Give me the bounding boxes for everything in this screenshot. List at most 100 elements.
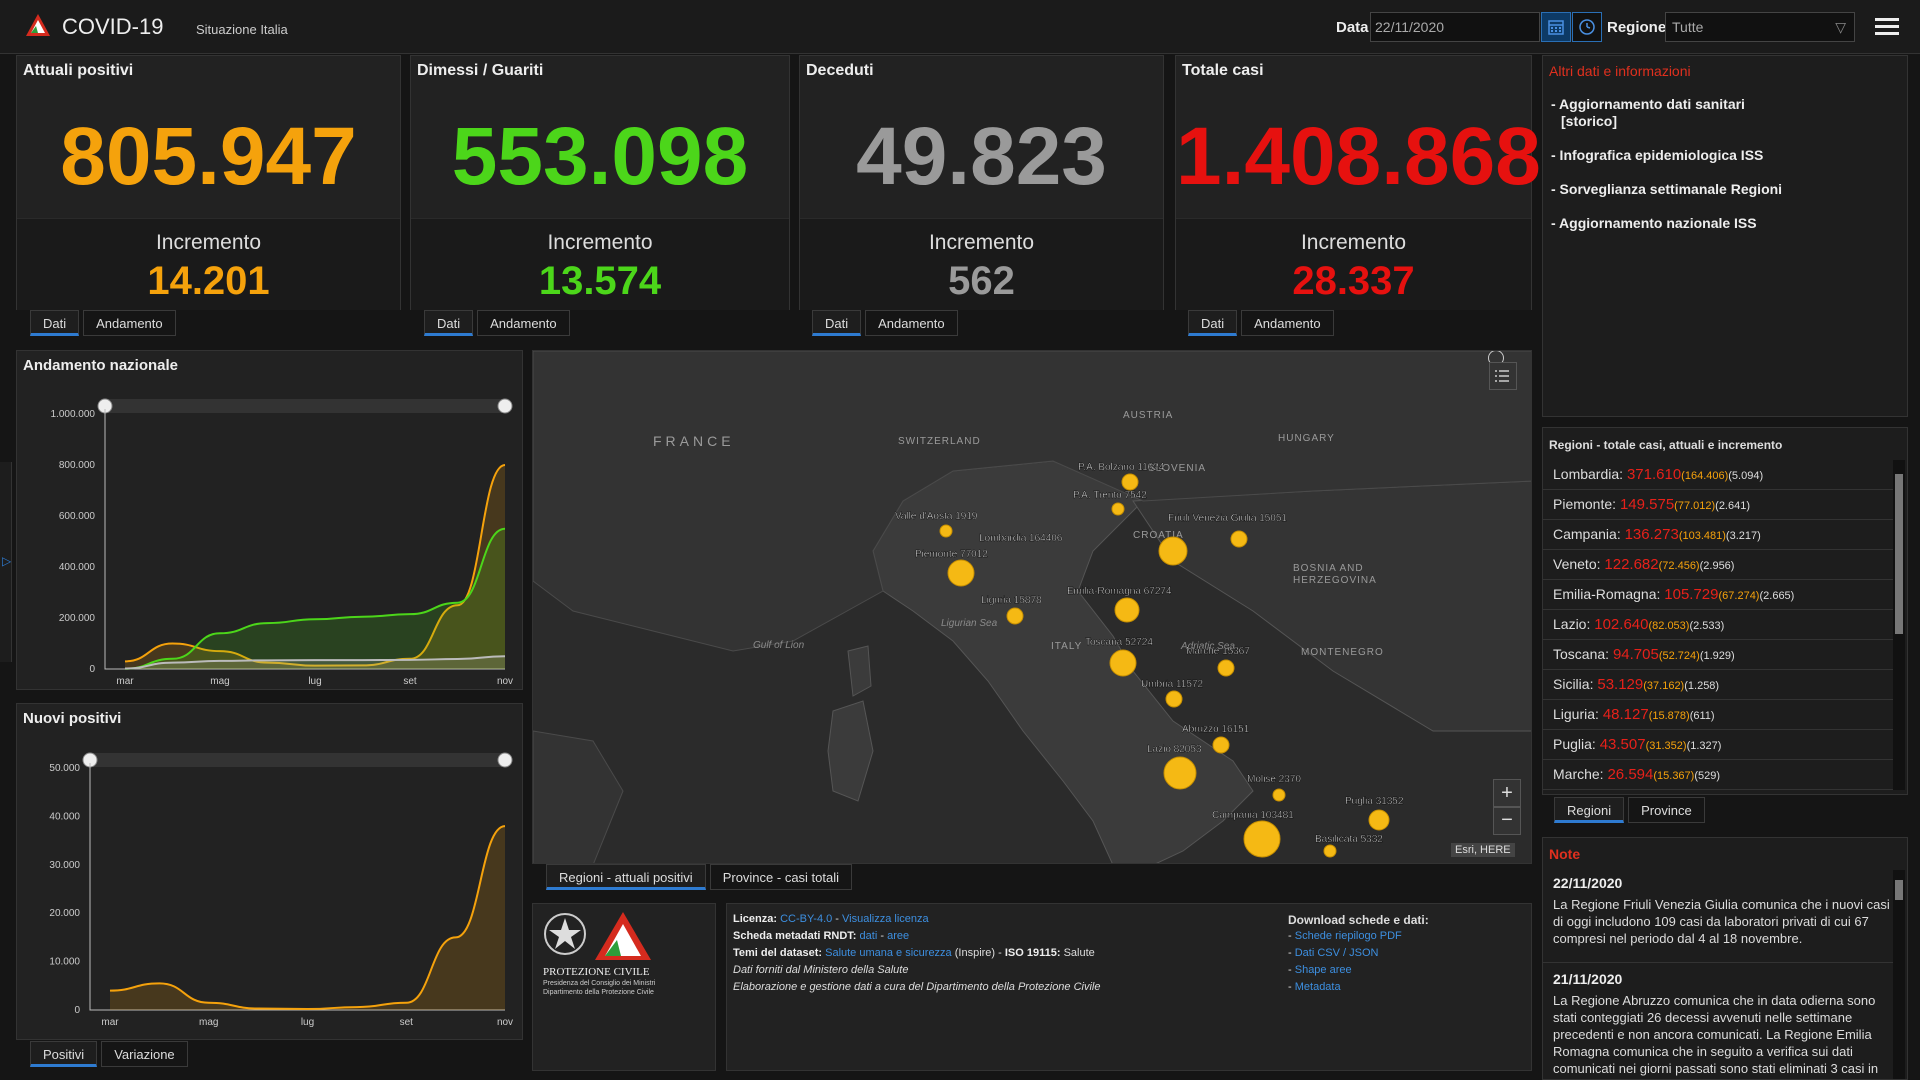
logo-line2: Dipartimento della Protezione Civile: [543, 989, 654, 996]
region-row[interactable]: Sicilia: 53.129(37.162)(1.258): [1543, 670, 1893, 700]
download-shape-link[interactable]: Shape aree: [1294, 964, 1352, 976]
region-increment: (2.956): [1699, 560, 1735, 572]
card-deceduti: Deceduti 49.823 Incremento 562: [799, 55, 1164, 310]
chart-title: Andamento nazionale: [23, 357, 179, 374]
region-total: 122.682: [1604, 556, 1659, 573]
map-country-label: MONTENEGRO: [1301, 647, 1384, 658]
region-name: Veneto:: [1553, 556, 1601, 572]
region-row[interactable]: Lombardia: 371.610(164.406)(5.094): [1543, 460, 1893, 490]
card-tabs: Dati Andamento: [812, 310, 962, 336]
map-region-bubble[interactable]: [1109, 649, 1137, 677]
tab-dati[interactable]: Dati: [812, 310, 862, 336]
themes-link[interactable]: Salute umana e sicurezza: [825, 947, 952, 959]
map-region-bubble[interactable]: [1121, 473, 1139, 491]
region-name: Toscana:: [1553, 646, 1610, 662]
region-row[interactable]: Puglia: 43.507(31.352)(1.327): [1543, 730, 1893, 760]
map-region-bubble[interactable]: [1114, 597, 1140, 623]
region-row[interactable]: Marche: 26.594(15.367)(529): [1543, 760, 1893, 790]
hamburger-menu-button[interactable]: [1872, 14, 1902, 40]
zoom-out-button[interactable]: −: [1493, 807, 1521, 835]
tab-dati[interactable]: Dati: [30, 310, 80, 336]
tab-variazione[interactable]: Variazione: [101, 1041, 188, 1067]
map-region-bubble[interactable]: [1323, 844, 1337, 858]
map-region-bubble[interactable]: [1158, 536, 1188, 566]
view-license-link[interactable]: Visualizza licenza: [842, 913, 929, 925]
tab-province-casi-totali[interactable]: Province - casi totali: [709, 864, 853, 890]
region-row[interactable]: Piemonte: 149.575(77.012)(2.641): [1543, 490, 1893, 520]
map-region-bubble[interactable]: [939, 524, 953, 538]
side-panel-toggle[interactable]: ▷: [0, 462, 12, 662]
chart-axis: [104, 409, 505, 670]
time-button[interactable]: [1572, 12, 1602, 42]
date-input[interactable]: 22/11/2020: [1370, 12, 1540, 42]
map-region-bubble[interactable]: [1217, 659, 1235, 677]
time-range-slider[interactable]: [105, 399, 505, 413]
region-row[interactable]: Toscana: 94.705(52.724)(1.929): [1543, 640, 1893, 670]
download-metadata-link[interactable]: Metadata: [1294, 981, 1341, 993]
region-current: (103.481): [1678, 530, 1726, 542]
download-pdf-link[interactable]: Schede riepilogo PDF: [1294, 930, 1402, 942]
region-row[interactable]: Lazio: 102.640(82.053)(2.533): [1543, 610, 1893, 640]
info-link-storico[interactable]: [storico]: [1561, 113, 1617, 129]
map-region-bubble[interactable]: [1006, 607, 1024, 625]
slider-handle[interactable]: [497, 398, 513, 414]
map-region-bubble[interactable]: [1212, 736, 1230, 754]
card-title: Dimessi / Guariti: [417, 62, 544, 79]
region-select[interactable]: Tutte ▽: [1665, 12, 1855, 42]
license-link[interactable]: CC-BY-4.0: [780, 913, 833, 925]
map-region-bubble[interactable]: [947, 559, 975, 587]
notes-scrollbar[interactable]: [1893, 870, 1905, 1079]
region-increment: (5.094): [1728, 470, 1764, 482]
region-row[interactable]: Liguria: 48.127(15.878)(611): [1543, 700, 1893, 730]
map-region-bubble[interactable]: [1243, 820, 1281, 858]
x-tick-label: mag: [199, 1017, 218, 1028]
map-region-label: Lazio 82053: [1147, 744, 1202, 755]
tab-dati[interactable]: Dati: [424, 310, 474, 336]
map-sea-label: Ligurian Sea: [941, 618, 998, 629]
map[interactable]: FRANCE SWITZERLAND AUSTRIA HUNGARY SLOVENIA C…: [532, 350, 1532, 864]
map-region-bubble[interactable]: [1165, 690, 1183, 708]
calendar-button[interactable]: [1541, 12, 1571, 42]
tab-dati[interactable]: Dati: [1188, 310, 1238, 336]
region-row[interactable]: Campania: 136.273(103.481)(3.217): [1543, 520, 1893, 550]
list-icon: [1495, 370, 1509, 382]
tab-andamento[interactable]: Andamento: [1241, 310, 1334, 336]
download-csv-link[interactable]: Dati CSV / JSON: [1294, 947, 1379, 959]
region-name: Emilia-Romagna:: [1553, 586, 1661, 602]
map-region-bubble[interactable]: [1272, 788, 1286, 802]
regions-list: Lombardia: 371.610(164.406)(5.094) Piemon…: [1543, 460, 1893, 790]
info-link-aggiornamento[interactable]: - Aggiornamento dati sanitari: [1551, 96, 1745, 112]
tab-andamento[interactable]: Andamento: [477, 310, 570, 336]
region-row[interactable]: Veneto: 122.682(72.456)(2.956): [1543, 550, 1893, 580]
metadata-aree-link[interactable]: aree: [887, 930, 910, 942]
info-link-sorveglianza[interactable]: - Sorveglianza settimanale Regioni: [1551, 181, 1783, 197]
logo-line1: Presidenza del Consiglio dei Ministri: [543, 980, 656, 987]
series-area: [110, 826, 505, 1010]
region-total: 94.705: [1612, 646, 1659, 663]
themes-label: Temi del dataset:: [733, 947, 823, 959]
map-region-bubble[interactable]: [1368, 809, 1390, 831]
info-link-iss[interactable]: - Aggiornamento nazionale ISS: [1551, 215, 1757, 231]
tab-positivi[interactable]: Positivi: [30, 1041, 98, 1067]
time-range-slider[interactable]: [90, 753, 505, 767]
regions-scrollbar[interactable]: [1893, 460, 1905, 790]
tab-regioni-attuali-positivi[interactable]: Regioni - attuali positivi: [546, 864, 706, 890]
tab-regioni[interactable]: Regioni: [1554, 797, 1625, 823]
y-tick-label: 30.000: [49, 860, 80, 871]
tab-andamento[interactable]: Andamento: [865, 310, 958, 336]
map-region-bubble[interactable]: [1111, 502, 1125, 516]
info-link-infografica[interactable]: - Infografica epidemiologica ISS: [1551, 147, 1764, 163]
region-row[interactable]: Emilia-Romagna: 105.729(67.274)(2.665): [1543, 580, 1893, 610]
map-region-bubble[interactable]: [1230, 530, 1248, 548]
layer-list-button[interactable]: [1489, 362, 1517, 390]
zoom-in-button[interactable]: +: [1493, 779, 1521, 807]
region-name: Lombardia:: [1553, 466, 1624, 482]
tab-province[interactable]: Province: [1628, 797, 1705, 823]
region-total: 53.129: [1597, 676, 1644, 693]
region-select-value: Tutte: [1672, 19, 1704, 35]
tab-andamento[interactable]: Andamento: [83, 310, 176, 336]
map-region-bubble[interactable]: [1163, 756, 1197, 790]
y-tick-label: 10.000: [49, 957, 80, 968]
metadata-dati-link[interactable]: dati: [859, 930, 878, 942]
slider-handle[interactable]: [497, 752, 513, 768]
